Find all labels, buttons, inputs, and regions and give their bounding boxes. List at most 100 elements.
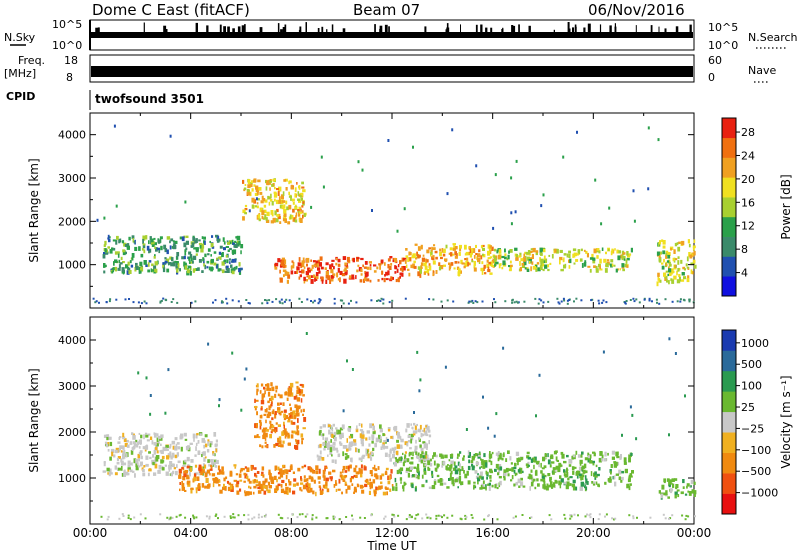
velocity-echo-cell (278, 468, 282, 473)
power-echo-cell (172, 244, 176, 250)
velocity-echo-cell (280, 444, 284, 448)
power-echo-cell (172, 261, 176, 267)
velocity-echo-cell (421, 484, 425, 488)
power-echo-cell (515, 254, 518, 259)
power-echo-cell (319, 256, 323, 261)
power-echo-cell (311, 264, 314, 269)
velocity-echo-cell (514, 462, 517, 467)
power-ground-cell (318, 300, 321, 303)
velocity-echo-cell (260, 406, 263, 409)
velocity-echo-cell (209, 443, 212, 448)
power-echo-cell (563, 264, 566, 269)
power-echo-region (102, 234, 244, 276)
velocity-sparse-cell (145, 376, 148, 380)
velocity-echo-cell (479, 466, 481, 470)
power-echo-cell (242, 209, 246, 214)
velocity-echo-cell (303, 417, 307, 422)
power-echo-cell (539, 247, 543, 253)
velocity-echo-cell (583, 469, 586, 474)
velocity-echo-cell (312, 490, 315, 495)
power-echo-cell (164, 260, 168, 264)
power-ground-cell (682, 298, 685, 301)
power-echo-cell (432, 260, 436, 265)
power-sparse-cell (594, 178, 597, 182)
velocity-echo-cell (229, 470, 233, 476)
power-echo-cell (453, 267, 456, 270)
power-sparse-cell (494, 173, 497, 177)
power-echo-cell (677, 246, 681, 252)
power-echo-cell (487, 250, 491, 256)
velocity-ground-cell (573, 513, 576, 516)
velocity-echo-cell (489, 468, 493, 473)
power-echo-cell (277, 191, 280, 196)
velocity-ground-cell (628, 514, 631, 517)
velocity-echo-cell (126, 472, 130, 476)
velocity-echo-cell (383, 445, 385, 450)
velocity-echo-cell (319, 443, 322, 448)
power-echo-cell (184, 265, 187, 270)
power-echo-cell (263, 204, 267, 208)
power-echo-cell (134, 267, 137, 272)
velocity-echo-cell (516, 457, 520, 462)
power-echo-cell (407, 257, 410, 262)
velocity-echo-cell (381, 473, 385, 477)
nsky-spike (227, 26, 230, 32)
velocity-ground-cell (338, 518, 341, 521)
power-echo-cell (344, 267, 347, 271)
power-ground-cell (275, 298, 278, 301)
power-ground-cell (317, 302, 320, 305)
velocity-echo-cell (581, 474, 585, 478)
power-echo-cell (489, 256, 493, 259)
velocity-ground-cell (597, 518, 600, 521)
velocity-echo-cell (123, 470, 126, 475)
velocity-echo-cell (426, 454, 429, 458)
velocity-echo-cell (120, 450, 123, 453)
power-echo-cell (235, 236, 238, 239)
velocity-echo-cell (363, 466, 367, 471)
power-echo-cell (342, 256, 347, 260)
power-colorbar-label: 20 (741, 173, 755, 186)
power-echo-cell (154, 261, 158, 266)
power-echo-cell (115, 239, 118, 245)
velocity-echo-cell (414, 447, 417, 452)
velocity-echo-cell (570, 460, 573, 464)
nsky-spike (326, 29, 328, 32)
power-echo-cell (114, 260, 118, 263)
velocity-echo-cell (156, 433, 159, 437)
power-echo-cell (508, 268, 512, 272)
velocity-echo-cell (357, 484, 360, 488)
velocity-echo-cell (239, 488, 242, 492)
power-echo-cell (487, 266, 490, 271)
power-echo-cell (166, 236, 171, 240)
power-ground-cell (598, 302, 601, 305)
power-echo-cell (693, 239, 696, 243)
velocity-echo-cell (282, 402, 285, 406)
velocity-echo-cell (572, 479, 576, 484)
velocity-echo-cell (554, 451, 557, 454)
velocity-echo-cell (244, 491, 247, 497)
power-echo-cell (210, 254, 212, 257)
velocity-sparse-cell (149, 394, 152, 397)
power-echo-cell (420, 244, 423, 250)
time-axis: 00:00 04:00 08:00 12:00 16:00 20:00 00:00 (73, 526, 712, 540)
power-echo-cell (363, 278, 366, 283)
velocity-echo-cell (331, 433, 334, 438)
velocity-echo-cell (258, 436, 261, 439)
velocity-echo-cell (204, 485, 208, 489)
velocity-echo-cell (292, 490, 296, 495)
power-echo-cell (189, 254, 193, 259)
power-ground-cell (132, 301, 135, 304)
power-ground-cell (679, 300, 682, 303)
power-echo-cell (663, 258, 665, 263)
velocity-echo-cell (286, 490, 289, 495)
power-echo-cell (420, 262, 424, 266)
velocity-echo-cell (359, 469, 363, 474)
velocity-echo-cell (435, 454, 438, 458)
power-echo-cell (126, 245, 130, 250)
velocity-echo-cell (127, 464, 131, 470)
power-sparse-cell (475, 164, 478, 168)
velocity-echo-cell (282, 440, 285, 444)
velocity-echo-cell (424, 430, 428, 433)
power-echo-cell (532, 247, 536, 253)
power-echo-cell (292, 202, 295, 205)
